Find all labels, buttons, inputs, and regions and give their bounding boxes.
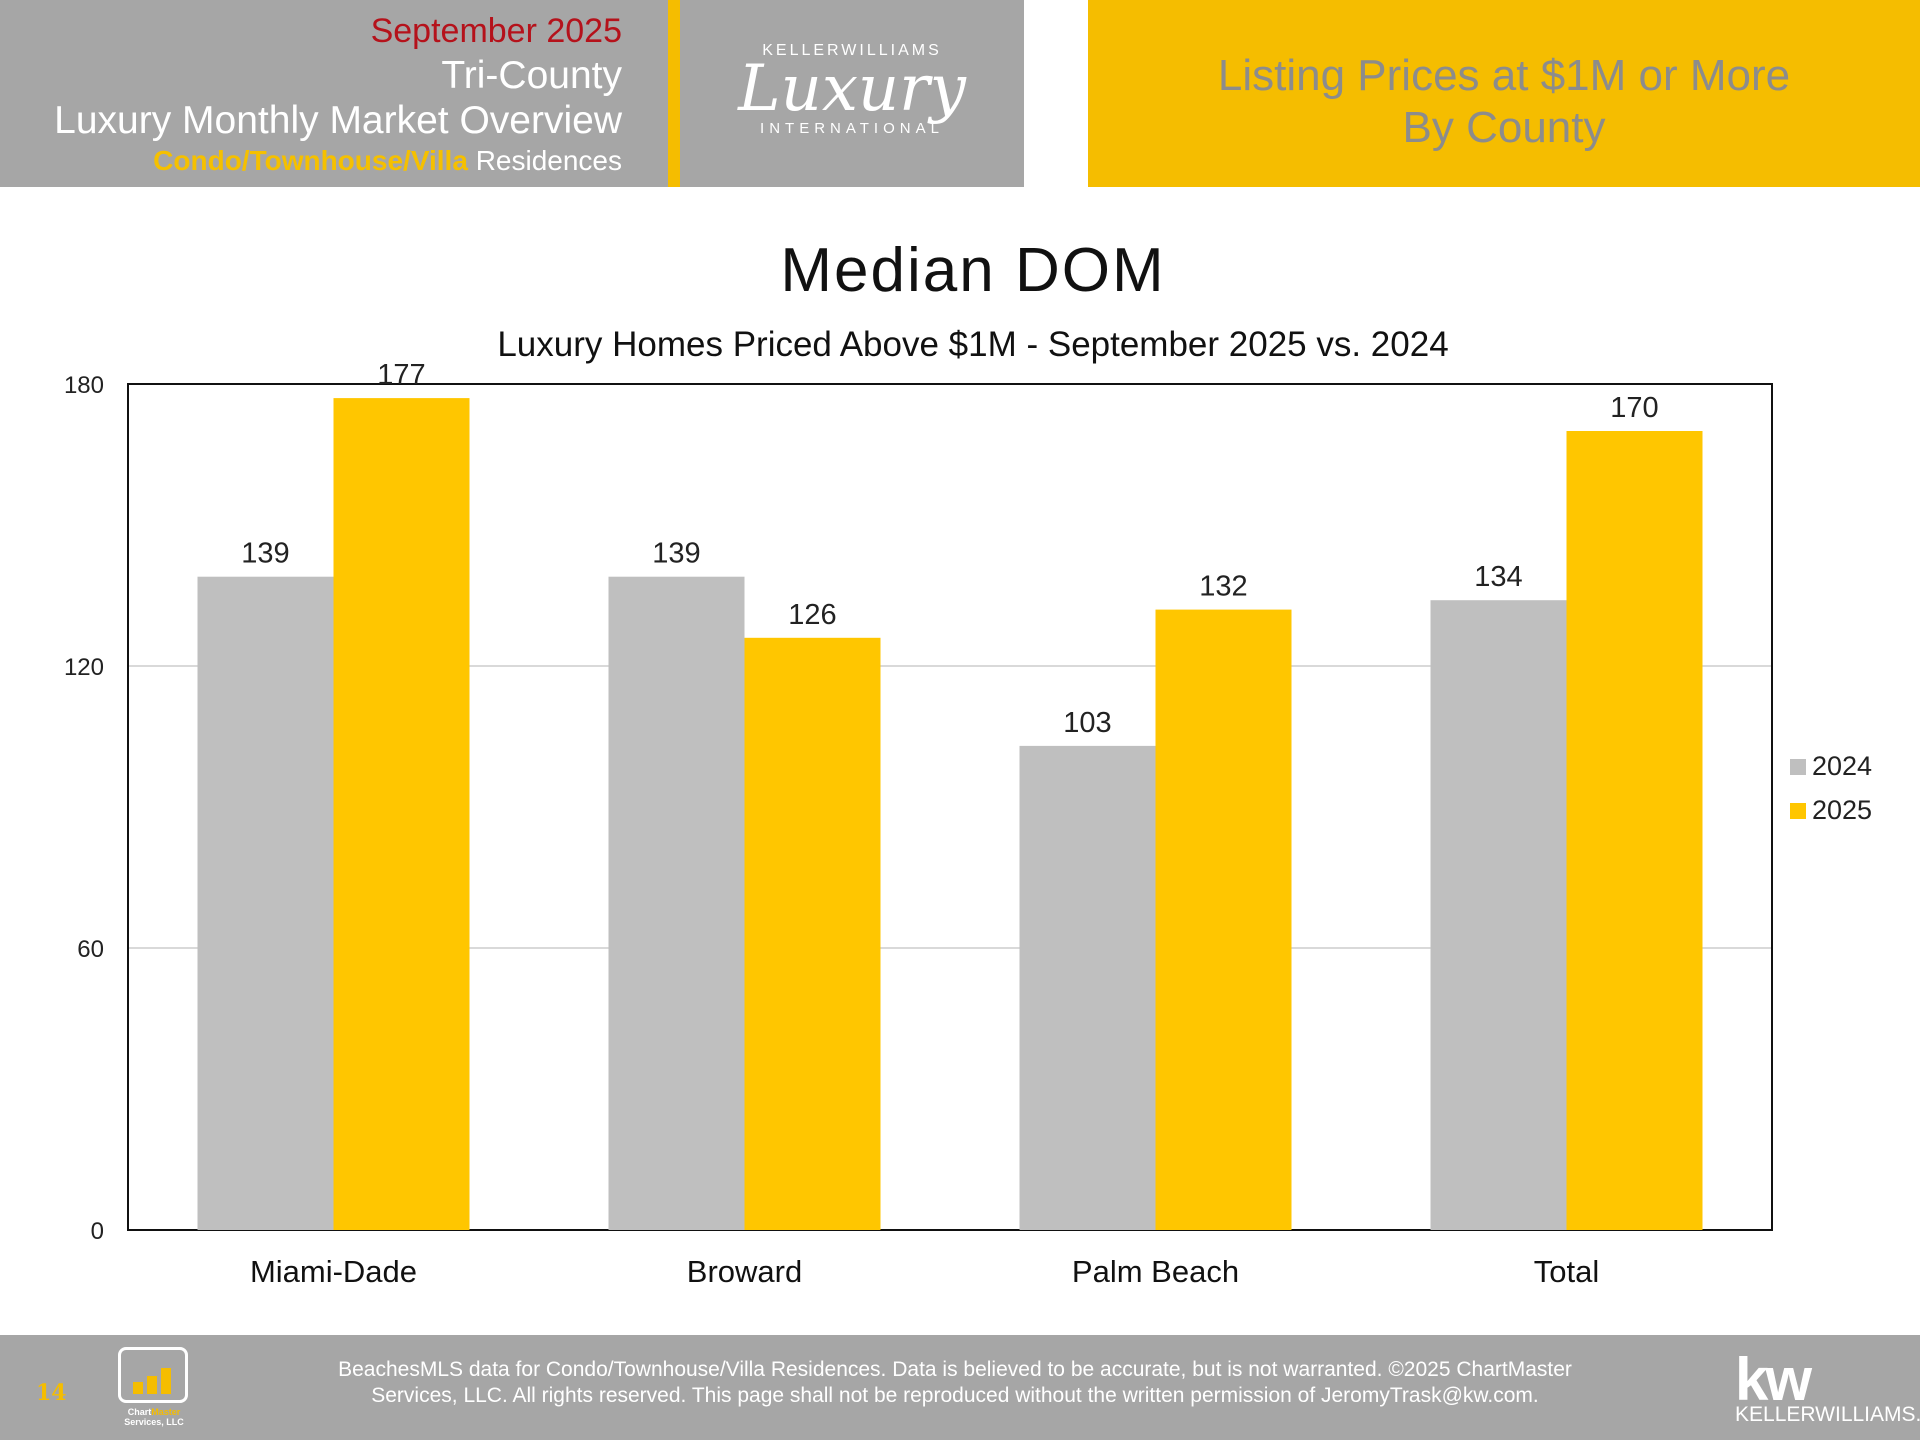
legend-label: 2024 <box>1812 751 1872 781</box>
x-category-label: Miami-Dade <box>250 1254 417 1289</box>
bar-2024-palm-beach <box>1019 745 1156 1230</box>
data-label: 134 <box>1474 561 1522 593</box>
bar-2024-miami-dade <box>197 576 334 1230</box>
legend-swatch <box>1790 803 1806 819</box>
disclaimer-line-1: BeachesMLS data for Condo/Townhouse/Vill… <box>338 1358 1572 1381</box>
x-category-label: Palm Beach <box>1072 1254 1239 1289</box>
data-label: 139 <box>652 538 700 570</box>
disclaimer: BeachesMLS data for Condo/Townhouse/Vill… <box>230 1357 1680 1409</box>
header-accent-stripe <box>668 0 680 187</box>
kw-luxury-logo: KELLERWILLIAMS Luxury INTERNATIONAL <box>680 0 1024 187</box>
data-label: 126 <box>788 599 836 631</box>
data-label: 177 <box>377 360 425 391</box>
bar-2025-broward <box>744 637 881 1230</box>
y-tick-label: 60 <box>77 936 104 963</box>
logo-top-text: KELLERWILLIAMS <box>762 42 942 59</box>
data-label: 139 <box>241 538 289 570</box>
y-tick-label: 180 <box>64 372 104 399</box>
banner-line-1: Listing Prices at $1M or More <box>1217 51 1791 100</box>
report-month: September 2025 <box>370 12 622 50</box>
chartmaster-logo-icon <box>118 1347 188 1403</box>
report-region: Tri-County <box>441 54 622 97</box>
bar-2025-palm-beach <box>1155 609 1292 1230</box>
legend-label: 2025 <box>1812 795 1872 825</box>
legend-swatch <box>1790 759 1806 775</box>
topic-banner: Listing Prices at $1M or More By County <box>1088 0 1920 187</box>
segment-rest: Residences <box>475 145 622 176</box>
page-number: 14 <box>36 1380 67 1406</box>
bar-2025-miami-dade <box>333 398 470 1231</box>
bar-2025-total <box>1566 431 1703 1230</box>
report-segment: Condo/Townhouse/Villa Residences <box>153 145 622 177</box>
data-label: 170 <box>1610 392 1658 424</box>
kw-logo-wordmark: KELLERWILLIAMS. <box>1735 1403 1920 1426</box>
chart-title: Median DOM <box>780 236 1166 305</box>
chart-subtitle: Luxury Homes Priced Above $1M - Septembe… <box>497 325 1449 364</box>
footer: 14 ChartMaster Services, LLC BeachesMLS d… <box>0 1335 1920 1440</box>
report-title: Luxury Monthly Market Overview <box>54 99 622 142</box>
median-dom-chart: 0 60 120 180 139 177 Miami-Dade 139 126 Broward 10… <box>64 360 1872 1289</box>
y-tick-label: 120 <box>64 654 104 681</box>
bar-2024-broward <box>608 576 745 1230</box>
segment-highlight: Condo/Townhouse/Villa <box>153 145 468 176</box>
header-panel: September 2025 Tri-County Luxury Monthly… <box>0 0 668 187</box>
disclaimer-line-2: Services, LLC. All rights reserved. This… <box>371 1384 1539 1407</box>
kw-logo-icon: kw <box>1735 1346 1812 1413</box>
y-tick-label: 0 <box>91 1218 104 1245</box>
x-category-label: Total <box>1534 1254 1599 1289</box>
plot-frame <box>127 383 1773 1231</box>
chartmaster-logo-text: ChartMaster Services, LLC <box>124 1407 184 1427</box>
bar-2024-total <box>1430 600 1567 1230</box>
banner-line-2: By County <box>1402 103 1606 152</box>
data-label: 103 <box>1063 707 1111 739</box>
logo-script-text: Luxury <box>738 52 966 126</box>
x-category-label: Broward <box>687 1254 802 1289</box>
data-label: 132 <box>1199 571 1247 603</box>
logo-bottom-text: INTERNATIONAL <box>760 120 944 137</box>
